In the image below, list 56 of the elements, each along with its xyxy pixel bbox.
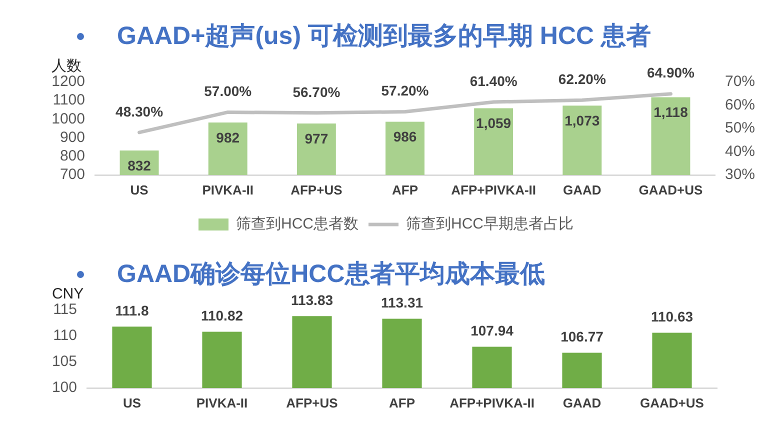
data-label: 110.82: [200, 308, 244, 324]
data-label: 1,073: [564, 112, 600, 128]
x-tick-label: US: [130, 182, 149, 198]
x-tick-label: AFP+PIVKA-II: [450, 395, 534, 410]
data-label: 56.70%: [292, 84, 341, 100]
data-label: 111.8: [115, 302, 149, 318]
x-tick-label: AFP: [389, 395, 416, 410]
data-label: 62.20%: [558, 70, 606, 87]
x-tick-label: PIVKA-II: [196, 395, 248, 410]
y-axis-title: 人数: [52, 58, 82, 75]
x-tick-label: GAAD: [562, 395, 602, 410]
y-tick-label: 900: [60, 128, 85, 146]
data-label: 1,118: [654, 104, 688, 120]
y-tick-label: 110: [53, 327, 77, 344]
data-label: 106.77: [560, 328, 604, 345]
y-axis-title: CNY: [52, 286, 84, 303]
y-tick-label: 105: [52, 353, 77, 370]
data-label: 64.90%: [646, 64, 696, 81]
y2-tick-label: 70%: [725, 73, 756, 90]
data-label: 113.31: [380, 294, 424, 311]
data-label: 57.00%: [204, 83, 252, 100]
y-tick-label: 100: [52, 379, 77, 396]
legend-label: 筛查到HCC患者数: [236, 216, 358, 233]
legend-label: 筛查到HCC早期患者占比: [406, 216, 574, 233]
y-tick-label: 1100: [52, 92, 85, 109]
y-tick-label: 800: [60, 148, 85, 165]
x-tick-label: AFP+PIVKA-II: [451, 182, 536, 198]
x-tick-label: GAAD+US: [640, 395, 704, 410]
x-tick-label: AFP+US: [290, 182, 343, 198]
y-tick-label: 115: [53, 301, 77, 318]
data-label: 110.63: [650, 308, 694, 325]
data-label: 113.83: [290, 292, 334, 308]
x-tick-label: US: [122, 395, 142, 410]
y2-tick-label: 60%: [725, 96, 756, 114]
x-tick-label: GAAD: [563, 182, 602, 198]
x-tick-label: AFP+US: [286, 395, 338, 410]
y-tick-label: 1200: [52, 73, 85, 90]
data-label: 982: [216, 129, 240, 146]
data-label: 57.20%: [381, 82, 430, 99]
data-label: 1,059: [476, 115, 512, 132]
data-label: 832: [128, 157, 152, 174]
chart-title: GAAD确诊每位HCC患者平均成本最低: [117, 259, 545, 289]
data-label: 977: [304, 130, 328, 146]
y2-tick-label: 40%: [725, 142, 756, 160]
y2-tick-label: 30%: [725, 166, 756, 184]
y-tick-label: 700: [60, 166, 85, 184]
y2-tick-label: 50%: [725, 120, 756, 137]
data-label: 61.40%: [470, 72, 518, 89]
x-tick-label: AFP: [392, 182, 418, 198]
y-tick-label: 1000: [52, 110, 85, 128]
data-label: 986: [393, 128, 417, 145]
x-tick-label: GAAD+US: [638, 182, 703, 198]
data-label: 48.30%: [116, 103, 164, 120]
x-tick-label: PIVKA-II: [202, 182, 254, 198]
data-label: 107.94: [470, 322, 514, 339]
chart-title: GAAD+超声(us) 可检测到最多的早期 HCC 患者: [117, 21, 652, 51]
